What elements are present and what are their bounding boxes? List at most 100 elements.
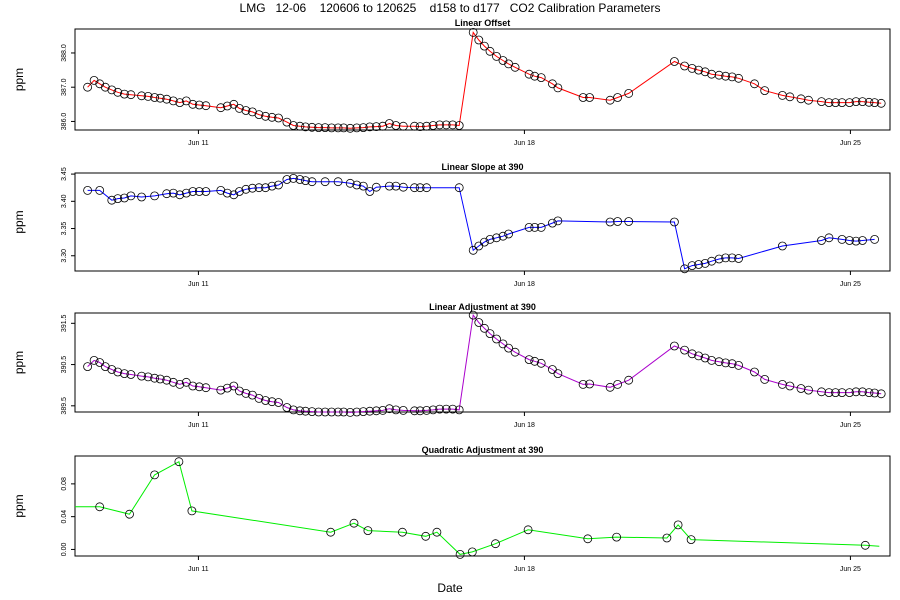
data-point [778, 241, 787, 251]
data-point [83, 82, 92, 92]
y-tick-label: 0.04 [61, 510, 68, 524]
x-tick-label: Jun 18 [514, 140, 535, 147]
data-point [455, 550, 465, 559]
data-point [700, 258, 710, 268]
data-point [468, 28, 478, 37]
data-point [288, 121, 298, 130]
data-point [162, 189, 172, 199]
data-point [222, 101, 232, 111]
data-point [858, 387, 867, 397]
data-point [282, 175, 292, 184]
data-point [126, 90, 136, 100]
data-point [498, 231, 508, 241]
plot-frame [74, 312, 891, 413]
data-point [241, 106, 251, 115]
data-point [83, 185, 92, 195]
panel-title: Linear Adjustment at 390 [429, 302, 536, 312]
data-point [339, 123, 349, 133]
data-point [254, 393, 264, 403]
data-point [804, 385, 813, 395]
data-point [201, 101, 211, 111]
data-point [113, 87, 123, 97]
x-tick-label: Jun 25 [840, 140, 861, 147]
data-point [241, 184, 251, 194]
panel-title: Linear Slope at 390 [441, 162, 523, 172]
data-point [454, 121, 464, 130]
data-point [126, 370, 136, 379]
data-point [583, 534, 593, 544]
data-point [785, 381, 795, 391]
data-point [125, 509, 134, 519]
data-point [307, 122, 317, 132]
data-point [467, 547, 477, 557]
x-tick-label: Jun 11 [188, 422, 209, 429]
data-point [391, 405, 401, 415]
data-point [333, 177, 343, 187]
data-point [441, 120, 451, 130]
data-point [870, 388, 879, 398]
data-point [89, 355, 99, 365]
data-point [345, 407, 355, 417]
data-point [398, 405, 408, 415]
data-point [150, 470, 160, 480]
y-axis-label: ppm [12, 210, 26, 233]
data-point [274, 113, 283, 123]
data-point [435, 404, 445, 414]
data-point [714, 70, 724, 80]
data-point [721, 358, 730, 368]
data-point [435, 120, 445, 130]
data-point [553, 216, 563, 226]
data-point [301, 122, 310, 132]
data-point [523, 525, 533, 535]
data-point [358, 181, 368, 191]
data-point [175, 190, 185, 200]
data-point [714, 254, 724, 264]
data-point [613, 217, 622, 226]
data-point [194, 100, 204, 110]
data-point [553, 369, 563, 379]
y-tick-label: 3.45 [61, 167, 68, 181]
data-point [454, 183, 464, 193]
data-point [707, 69, 716, 79]
series-line [87, 313, 882, 413]
data-point [345, 178, 355, 188]
data-point [428, 405, 438, 415]
series-line [87, 31, 882, 129]
data-point [624, 375, 634, 385]
data-point [398, 182, 408, 192]
y-tick-label: 3.40 [61, 194, 68, 208]
data-point [339, 407, 349, 417]
data-point [267, 112, 277, 122]
data-point [613, 93, 622, 102]
data-point [441, 404, 451, 414]
data-point [229, 381, 239, 391]
data-point [415, 183, 425, 193]
data-point [107, 195, 117, 205]
data-point [201, 383, 211, 393]
y-tick-label: 0.00 [61, 543, 68, 557]
data-point [498, 339, 508, 349]
data-point [254, 183, 264, 193]
data-point [234, 187, 244, 196]
data-point [492, 233, 501, 243]
data-point [727, 359, 737, 369]
data-point [320, 407, 330, 417]
data-point [352, 123, 362, 133]
y-tick-label: 389.5 [61, 397, 68, 415]
data-point [137, 91, 147, 101]
data-point [831, 98, 840, 107]
data-point [479, 41, 489, 51]
data-point [174, 457, 184, 467]
data-point [864, 388, 874, 398]
data-point [468, 245, 478, 255]
data-point [524, 355, 534, 365]
plot-frame [74, 172, 891, 272]
data-point [384, 181, 394, 191]
x-tick-label: Jun 11 [188, 281, 209, 288]
data-point [824, 388, 834, 398]
data-point [363, 526, 373, 535]
data-point [578, 93, 588, 102]
y-tick-label: 3.35 [61, 222, 68, 236]
data-point [824, 233, 834, 243]
data-point [858, 97, 867, 106]
